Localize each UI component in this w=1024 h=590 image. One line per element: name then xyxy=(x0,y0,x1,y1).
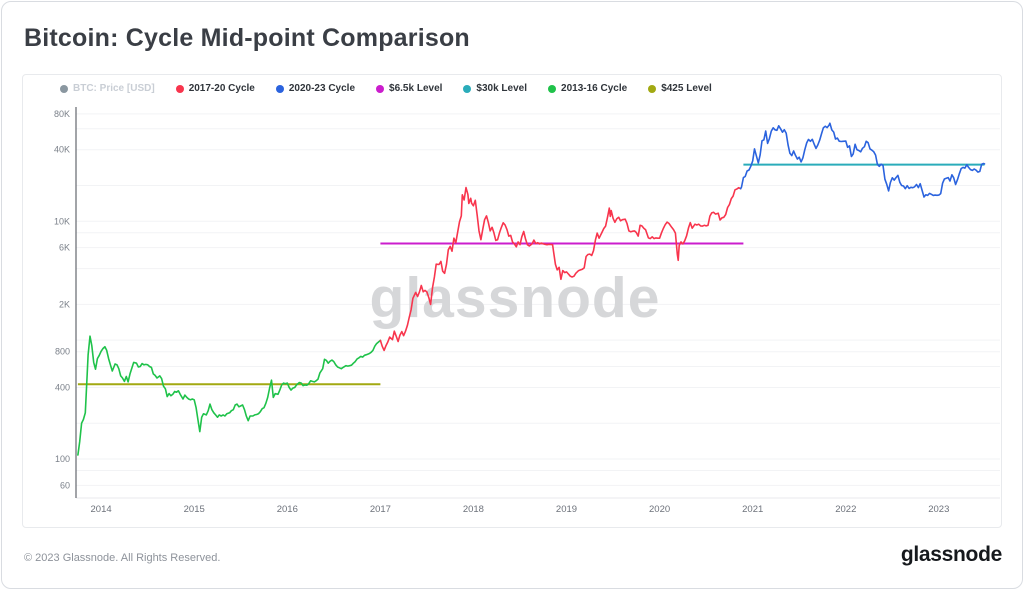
y-tick-label: 10K xyxy=(54,216,70,226)
legend-item-30k-level[interactable]: $30k Level xyxy=(463,83,527,94)
x-tick-label: 2021 xyxy=(742,504,763,515)
legend-item-label: $30k Level xyxy=(476,83,528,94)
glassnode-logo: glassnode xyxy=(900,543,1002,566)
chart-card: BTC: Price [USD] 2017-20 Cycle 2020-23 Cyc… xyxy=(22,74,1002,528)
price-chart-svg[interactable]: glassnode 80K 40K 10K 6K 2K 800 400 100 60 2014 201… xyxy=(23,75,1001,527)
legend-dot-icon xyxy=(60,84,68,93)
legend-item-2017-20-cycle[interactable]: 2017-20 Cycle xyxy=(175,83,255,94)
legend-dot-icon xyxy=(648,84,657,93)
legend-item-label: BTC: Price [USD] xyxy=(73,83,155,94)
legend-dot-icon xyxy=(463,84,472,93)
series-2013-16-cycle[interactable] xyxy=(77,335,382,456)
copyright-text: © 2023 Glassnode. All Rights Reserved. xyxy=(24,552,221,564)
x-tick-label: 2017 xyxy=(370,504,391,515)
legend-item-btc-price-usd[interactable]: BTC: Price [USD] xyxy=(60,83,155,94)
y-tick-label: 40K xyxy=(54,145,70,155)
legend-dot-icon xyxy=(175,84,184,93)
page-title: Bitcoin: Cycle Mid-point Comparison xyxy=(24,24,470,52)
x-tick-label: 2023 xyxy=(928,504,949,515)
y-tick-label: 2K xyxy=(59,299,70,309)
legend-item-425-level[interactable]: $425 Level xyxy=(648,83,712,94)
x-tick-label: 2020 xyxy=(649,504,670,515)
legend-item-label: $6.5k Level xyxy=(389,83,443,94)
x-tick-label: 2016 xyxy=(277,504,298,515)
series-2020-23-cycle[interactable] xyxy=(739,122,986,198)
legend-item-2013-16-cycle[interactable]: 2013-16 Cycle xyxy=(548,83,627,94)
y-tick-label: 60 xyxy=(60,480,70,490)
series-2017-20-cycle[interactable] xyxy=(379,186,742,352)
legend-item-label: 2020-23 Cycle xyxy=(288,83,356,94)
watermark: glassnode xyxy=(370,266,661,330)
y-tick-label: 6K xyxy=(59,243,70,253)
legend-item-label: 2017-20 Cycle xyxy=(188,83,255,94)
legend-dot-icon xyxy=(275,84,284,93)
legend-item-label: 2013-16 Cycle xyxy=(561,83,628,94)
legend-dot-icon xyxy=(376,84,385,93)
y-tick-label: 80K xyxy=(54,109,70,119)
x-tick-label: 2019 xyxy=(556,504,577,515)
legend-dot-icon xyxy=(548,84,557,93)
y-tick-label: 100 xyxy=(55,454,70,464)
x-tick-label: 2018 xyxy=(463,504,484,515)
y-tick-label: 400 xyxy=(55,383,70,393)
x-tick-label: 2015 xyxy=(184,504,205,515)
legend-item-2020-23-cycle[interactable]: 2020-23 Cycle xyxy=(275,83,356,94)
x-tick-label: 2022 xyxy=(835,504,856,515)
legend-item-label: $425 Level xyxy=(661,83,712,94)
legend-item-6-5k-level[interactable]: $6.5k Level xyxy=(376,83,442,94)
y-tick-label: 800 xyxy=(55,347,70,357)
x-tick-label: 2014 xyxy=(91,504,112,515)
chart-legend: BTC: Price [USD] 2017-20 Cycle 2020-23 Cyc… xyxy=(60,83,712,94)
